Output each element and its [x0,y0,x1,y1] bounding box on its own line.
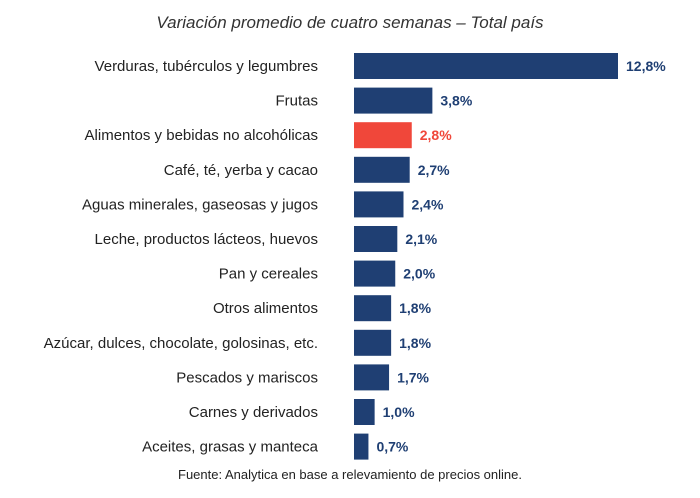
category-label: Frutas [275,93,318,110]
category-label: Azúcar, dulces, chocolate, golosinas, et… [44,335,318,352]
bar [354,295,392,322]
category-label: Otros alimentos [213,300,318,317]
bar [354,329,392,356]
category-label: Pescados y mariscos [176,369,318,386]
bar [354,226,398,252]
value-label: 2,8% [420,127,452,143]
bar [354,399,375,425]
bar [354,433,369,460]
value-label: 1,0% [383,404,415,420]
value-label: 2,4% [412,196,444,212]
value-label: 0,7% [376,439,408,455]
value-label: 2,0% [403,266,435,282]
value-label: 1,7% [397,369,429,385]
value-label: 3,8% [440,93,472,109]
category-label: Aceites, grasas y manteca [142,439,319,456]
category-label: Verduras, tubérculos y legumbres [95,58,318,75]
category-label: Aguas minerales, gaseosas y jugos [82,196,318,213]
category-label: Carnes y derivados [189,404,318,421]
category-label: Pan y cereales [219,266,318,283]
source-note: Fuente: Analytica en base a relevamiento… [178,467,522,482]
bar [354,191,404,218]
bar [354,53,618,79]
bar [354,156,410,183]
chart-title: Variación promedio de cuatro semanas – T… [156,13,544,32]
value-label: 12,8% [626,58,666,74]
value-label: 1,8% [399,300,431,316]
bar [354,364,390,391]
category-label: Café, té, yerba y cacao [164,162,318,179]
category-label: Leche, productos lácteos, huevos [95,231,318,248]
value-label: 2,1% [405,231,437,247]
category-label: Alimentos y bebidas no alcohólicas [85,127,318,144]
bar [354,122,412,149]
bar [354,87,433,114]
value-label: 1,8% [399,335,431,351]
bar [354,260,396,287]
value-label: 2,7% [418,162,450,178]
